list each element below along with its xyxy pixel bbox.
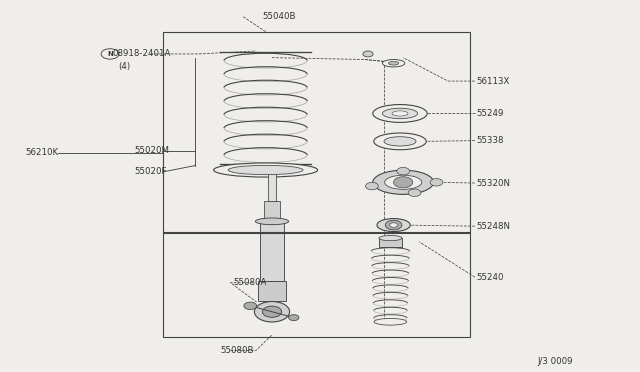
Ellipse shape xyxy=(392,111,408,116)
Ellipse shape xyxy=(372,170,434,194)
Circle shape xyxy=(397,167,410,175)
Text: 56210K: 56210K xyxy=(26,148,59,157)
Ellipse shape xyxy=(228,165,303,175)
Bar xyxy=(379,238,402,247)
Text: 55020F: 55020F xyxy=(134,167,167,176)
Bar xyxy=(268,166,276,201)
Ellipse shape xyxy=(262,306,282,317)
Circle shape xyxy=(363,51,373,57)
Text: 56113X: 56113X xyxy=(477,77,510,86)
Circle shape xyxy=(289,315,299,321)
Bar xyxy=(260,223,284,281)
Text: N: N xyxy=(107,51,113,57)
Ellipse shape xyxy=(384,137,416,146)
Circle shape xyxy=(430,179,443,186)
Circle shape xyxy=(390,223,397,227)
Ellipse shape xyxy=(383,60,405,67)
Ellipse shape xyxy=(383,108,418,119)
Text: J/3 0009: J/3 0009 xyxy=(538,357,573,366)
Text: 08918-2401A: 08918-2401A xyxy=(112,49,170,58)
Circle shape xyxy=(365,182,378,190)
Text: 55249: 55249 xyxy=(477,109,504,118)
Text: 55080A: 55080A xyxy=(234,278,267,287)
Bar xyxy=(163,32,470,233)
Ellipse shape xyxy=(372,105,428,122)
Bar xyxy=(264,201,280,221)
Text: 55080B: 55080B xyxy=(221,346,254,355)
Bar xyxy=(258,281,286,301)
Ellipse shape xyxy=(255,218,289,225)
Text: 55240: 55240 xyxy=(477,273,504,282)
Text: (4): (4) xyxy=(118,62,130,71)
Circle shape xyxy=(408,189,421,196)
Circle shape xyxy=(385,220,402,230)
Ellipse shape xyxy=(377,219,410,231)
Circle shape xyxy=(394,177,413,188)
Ellipse shape xyxy=(214,163,317,177)
Text: 55020M: 55020M xyxy=(134,146,170,155)
Ellipse shape xyxy=(374,133,426,150)
Bar xyxy=(163,232,470,337)
Ellipse shape xyxy=(374,318,407,325)
Circle shape xyxy=(244,302,257,310)
Ellipse shape xyxy=(379,235,402,241)
Text: 55320N: 55320N xyxy=(477,179,511,187)
Text: 55040B: 55040B xyxy=(262,12,296,21)
Ellipse shape xyxy=(388,61,399,65)
Text: 55248N: 55248N xyxy=(477,222,511,231)
Ellipse shape xyxy=(255,301,290,322)
Text: 55338: 55338 xyxy=(477,136,504,145)
Ellipse shape xyxy=(385,175,422,189)
